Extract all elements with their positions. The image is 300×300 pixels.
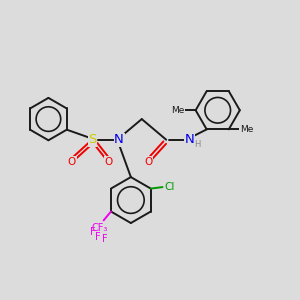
Text: CF₃: CF₃ (92, 223, 108, 233)
Text: F: F (91, 226, 96, 237)
Text: F: F (95, 232, 100, 242)
Text: S: S (88, 133, 97, 146)
Text: O: O (68, 157, 76, 167)
Text: H: H (194, 140, 201, 149)
Text: O: O (144, 157, 153, 167)
Text: N: N (185, 133, 195, 146)
Text: Me: Me (240, 125, 253, 134)
Text: O: O (105, 157, 113, 167)
Text: N: N (114, 133, 124, 146)
Text: F: F (102, 234, 108, 244)
Text: Me: Me (171, 106, 185, 115)
Text: Cl: Cl (165, 182, 175, 192)
